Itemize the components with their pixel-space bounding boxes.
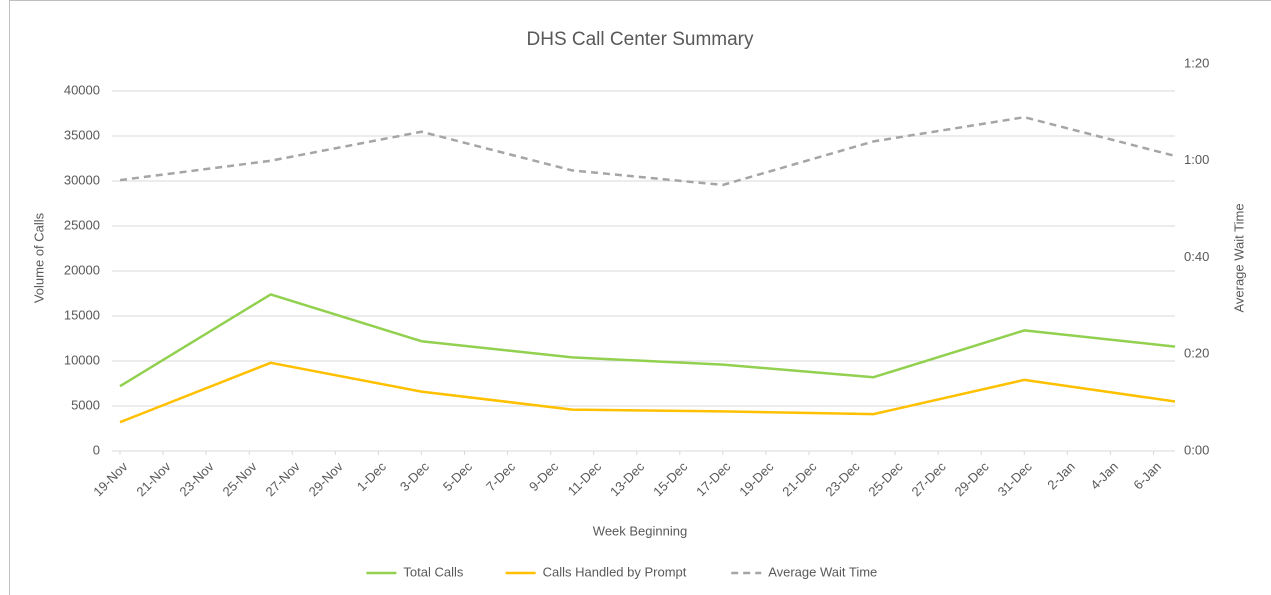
y-tick-label: 40000 [64, 82, 100, 97]
series-line [119, 361, 1176, 424]
y-tick-label: 25000 [64, 217, 100, 232]
y-tick-label: 20000 [64, 262, 100, 277]
y2-tick-label: 0:00 [1184, 442, 1209, 457]
y-tick-label: 30000 [64, 172, 100, 187]
y2-tick-label: 1:00 [1184, 152, 1209, 167]
chart-border [9, 0, 1271, 595]
legend-label: Total Calls [403, 564, 463, 579]
y-tick-label: 0 [93, 442, 100, 457]
y-tick-label: 15000 [64, 307, 100, 322]
y2-tick-label: 0:20 [1184, 346, 1209, 361]
series-line [119, 293, 1176, 388]
y-tick-label: 5000 [71, 397, 100, 412]
chart-title: DHS Call Center Summary [527, 29, 754, 50]
y2-axis-title: Average Wait Time [1231, 203, 1246, 312]
legend-label: Average Wait Time [768, 564, 877, 579]
y2-tick-label: 1:20 [1184, 55, 1209, 70]
y2-tick-label: 0:40 [1184, 249, 1209, 264]
y-tick-label: 35000 [64, 127, 100, 142]
legend-label: Calls Handled by Prompt [543, 564, 687, 579]
x-axis-title: Week Beginning [593, 523, 687, 538]
y-axis-title: Volume of Calls [31, 212, 46, 303]
y-tick-label: 10000 [64, 352, 100, 367]
